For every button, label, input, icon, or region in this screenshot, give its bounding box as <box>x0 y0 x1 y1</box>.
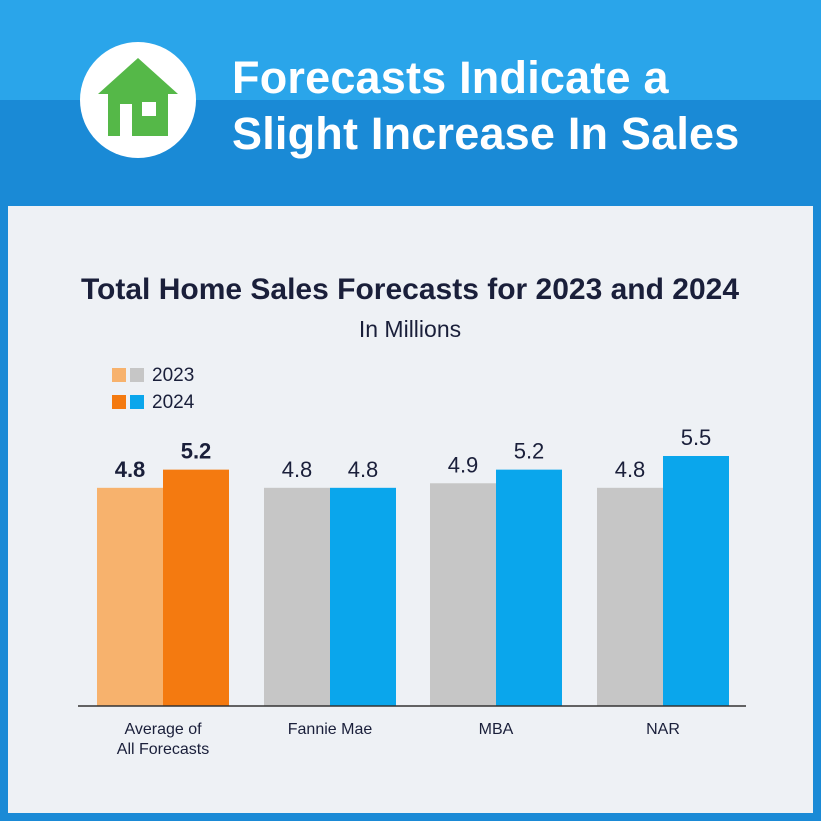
logo-badge <box>80 42 196 158</box>
bar-fannie-mae-2024 <box>330 487 396 706</box>
bar-chart: Total Home Sales Forecasts for 2023 and … <box>78 273 746 758</box>
bar-nar-2024 <box>663 456 729 706</box>
data-label-mba-2024: 5.2 <box>514 439 545 464</box>
headline: Forecasts Indicate a Slight Increase In … <box>232 50 802 162</box>
legend-swatch-2023-average <box>112 368 126 382</box>
data-label-nar-2023: 4.8 <box>615 457 646 482</box>
headline-line-2: Slight Increase In Sales <box>232 108 740 159</box>
legend-label-2024: 2024 <box>152 392 195 413</box>
chart-panel: Total Home Sales Forecasts for 2023 and … <box>8 206 813 813</box>
legend-swatch-2023 <box>130 368 144 382</box>
category-label-nar: NAR <box>646 721 680 738</box>
bar-mba-2024 <box>496 469 562 706</box>
bar-mba-2023 <box>430 483 496 706</box>
legend-label-2023: 2023 <box>152 365 194 386</box>
data-label-mba-2023: 4.9 <box>448 452 479 477</box>
house-icon <box>98 58 178 136</box>
data-label-average-of-all-forecasts-2024: 5.2 <box>181 439 212 464</box>
bar-fannie-mae-2023 <box>264 487 330 706</box>
bar-average-of-all-forecasts-2023 <box>97 487 163 706</box>
headline-line-1: Forecasts Indicate a <box>232 52 669 103</box>
data-label-nar-2024: 5.5 <box>681 425 712 450</box>
data-label-average-of-all-forecasts-2023: 4.8 <box>115 457 146 482</box>
category-label-mba: MBA <box>479 721 514 738</box>
bar-average-of-all-forecasts-2024 <box>163 469 229 706</box>
data-label-fannie-mae-2024: 4.8 <box>348 457 379 482</box>
chart-subtitle: In Millions <box>359 316 461 342</box>
category-label-average-of-all-forecasts: All Forecasts <box>117 741 209 758</box>
category-label-average-of-all-forecasts: Average of <box>124 721 202 738</box>
data-label-fannie-mae-2023: 4.8 <box>282 457 313 482</box>
legend-swatch-2024-average <box>112 395 126 409</box>
bar-nar-2023 <box>597 487 663 706</box>
chart-title: Total Home Sales Forecasts for 2023 and … <box>81 273 739 306</box>
legend-swatch-2024 <box>130 395 144 409</box>
category-label-fannie-mae: Fannie Mae <box>288 721 373 738</box>
